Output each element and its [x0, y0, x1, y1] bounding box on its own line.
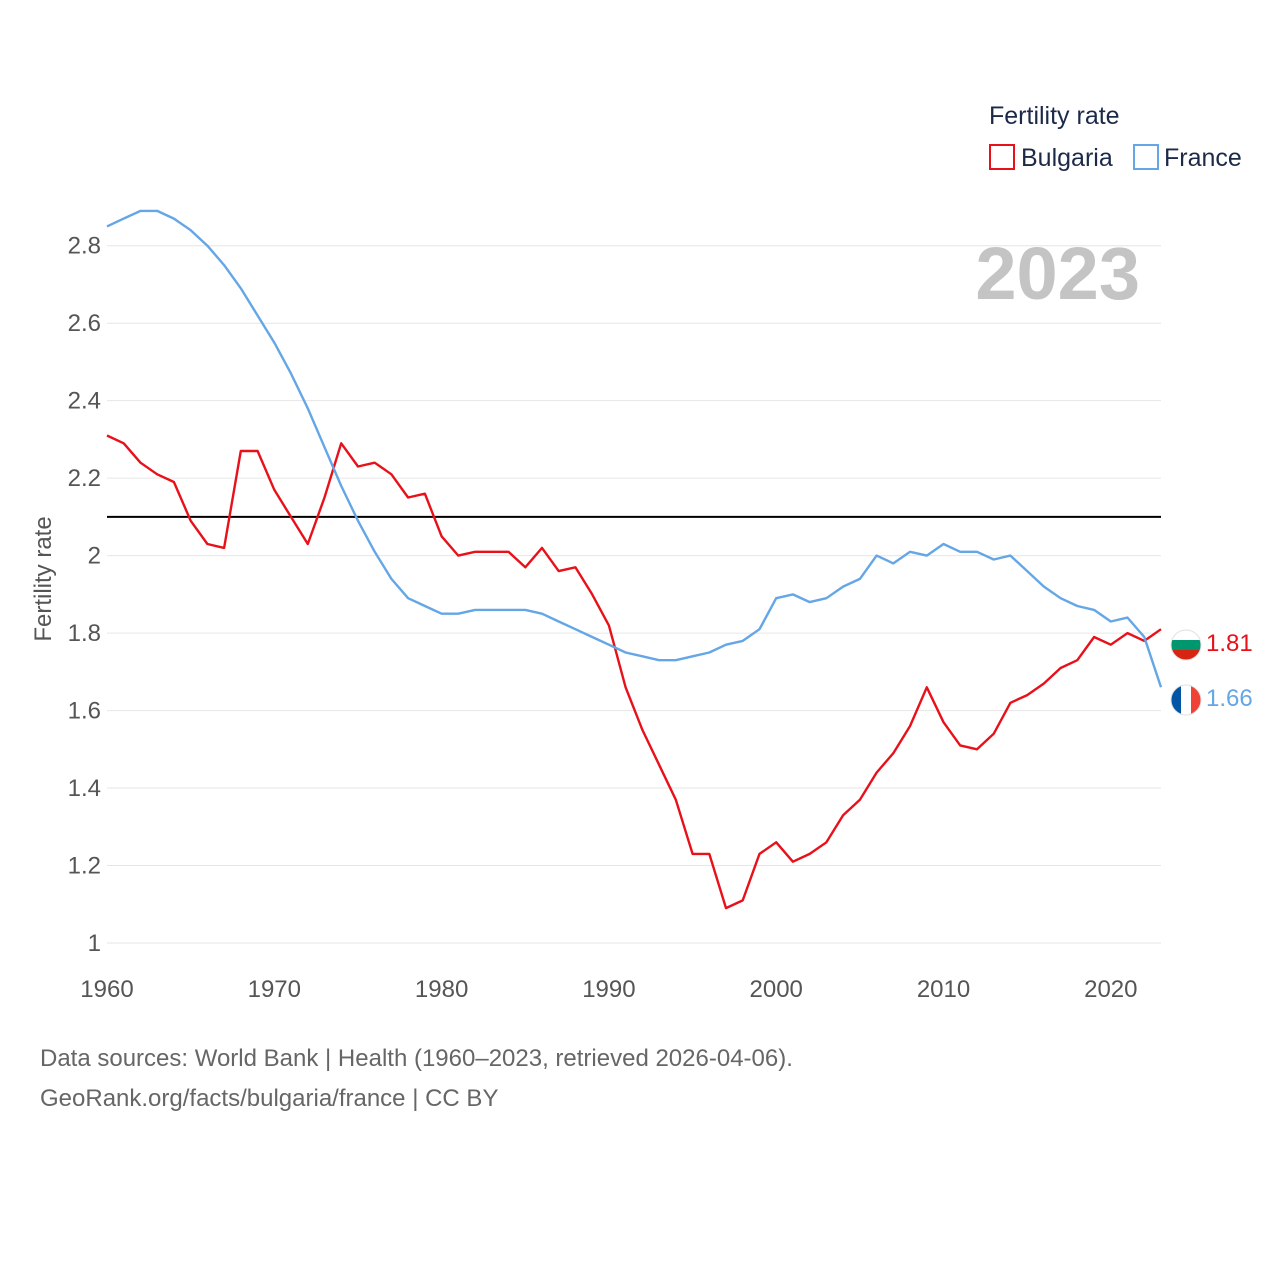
x-tick-label: 2010: [917, 976, 970, 1003]
source-url[interactable]: GeoRank.org/facts/bulgaria/france | CC B…: [40, 1085, 499, 1112]
y-tick-label: 2.4: [68, 388, 101, 415]
bulgaria-flag-icon: [1171, 630, 1201, 660]
bulgaria-flag-border: [1170, 629, 1202, 661]
legend-swatch-bulgaria[interactable]: [989, 144, 1015, 170]
x-tick-labels: 1960 1970 1980 1990 2000 2010 2020: [80, 976, 1137, 1003]
y-tick-labels: 1 1.2 1.4 1.6 1.8 2 2.2 2.4 2.6 2.8: [68, 233, 101, 957]
end-value-bulgaria: 1.81: [1206, 630, 1253, 657]
x-tick-label: 1980: [415, 976, 468, 1003]
legend-label-france[interactable]: France: [1164, 144, 1242, 172]
y-tick-label: 2.8: [68, 233, 101, 260]
y-axis-title: Fertility rate: [30, 516, 57, 641]
y-tick-label: 1: [88, 930, 101, 957]
x-tick-label: 1990: [582, 976, 635, 1003]
series-lines: [106, 209, 1163, 910]
legend-label-bulgaria[interactable]: Bulgaria: [1021, 144, 1113, 172]
end-value-france: 1.66: [1206, 685, 1253, 712]
series-line-bulgaria[interactable]: [106, 434, 1162, 910]
y-tick-label: 1.6: [68, 698, 101, 725]
year-stamp: 2023: [975, 232, 1140, 315]
y-tick-label: 1.8: [68, 620, 101, 647]
y-tick-label: 2.6: [68, 310, 101, 337]
france-flag-icon: [1171, 685, 1201, 715]
x-tick-label: 1960: [80, 976, 133, 1003]
x-tick-label: 2000: [750, 976, 803, 1003]
legend-title: Fertility rate: [989, 102, 1120, 130]
gridlines: [107, 245, 1161, 944]
legend-swatch-france[interactable]: [1133, 144, 1159, 170]
y-tick-label: 2: [88, 543, 101, 570]
x-tick-label: 2020: [1084, 976, 1137, 1003]
y-tick-label: 2.2: [68, 465, 101, 492]
y-tick-label: 1.2: [68, 853, 101, 880]
source-attribution: Data sources: World Bank | Health (1960–…: [40, 1045, 793, 1072]
y-tick-label: 1.4: [68, 775, 101, 802]
france-flag-border: [1170, 684, 1202, 716]
series-line-france[interactable]: [106, 209, 1163, 688]
x-tick-label: 1970: [248, 976, 301, 1003]
